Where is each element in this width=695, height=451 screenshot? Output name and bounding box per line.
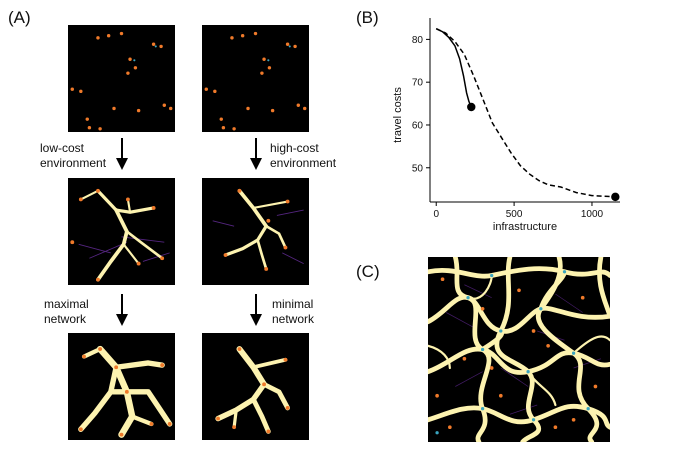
points-tile-right [202,25,309,132]
caption-high-cost: high-cost environment [270,141,337,170]
x-tick-label: 0 [433,209,439,220]
large-network-image [428,257,610,442]
y-axis-label: travel costs [392,87,404,143]
travel-cost-chart: 0 500 1000 50 60 70 80 infrastructure travel cos… [392,18,620,233]
x-tick-label: 500 [506,209,523,220]
panel-a-label: (A) [8,8,31,27]
arrow-down-icon [249,138,263,170]
series-end-marker [611,192,620,202]
y-tick-label: 50 [412,163,424,174]
x-axis-label: infrastructure [493,221,557,233]
arrow-down-icon [115,294,129,326]
series-line-solid [435,28,472,108]
series-end-marker [467,102,476,112]
y-tick-label: 70 [412,78,424,89]
caption-maximal: maximal network [44,297,89,326]
series-line-dashed [435,28,616,198]
arrow-down-icon [115,138,129,170]
caption-minimal: minimal network [272,297,315,326]
panel-c-label: (C) [356,262,380,281]
network-tile-low-cost [68,178,175,285]
x-tick-label: 1000 [581,209,604,220]
network-tile-maximal [68,333,175,440]
y-tick-label: 60 [412,120,424,131]
panel-b-label: (B) [356,8,379,27]
arrow-down-icon [249,294,263,326]
y-tick-label: 80 [412,35,424,46]
network-tile-high-cost [202,178,309,285]
network-tile-minimal [202,333,309,440]
points-tile-left [68,25,175,132]
caption-low-cost: low-cost environment [40,141,107,170]
